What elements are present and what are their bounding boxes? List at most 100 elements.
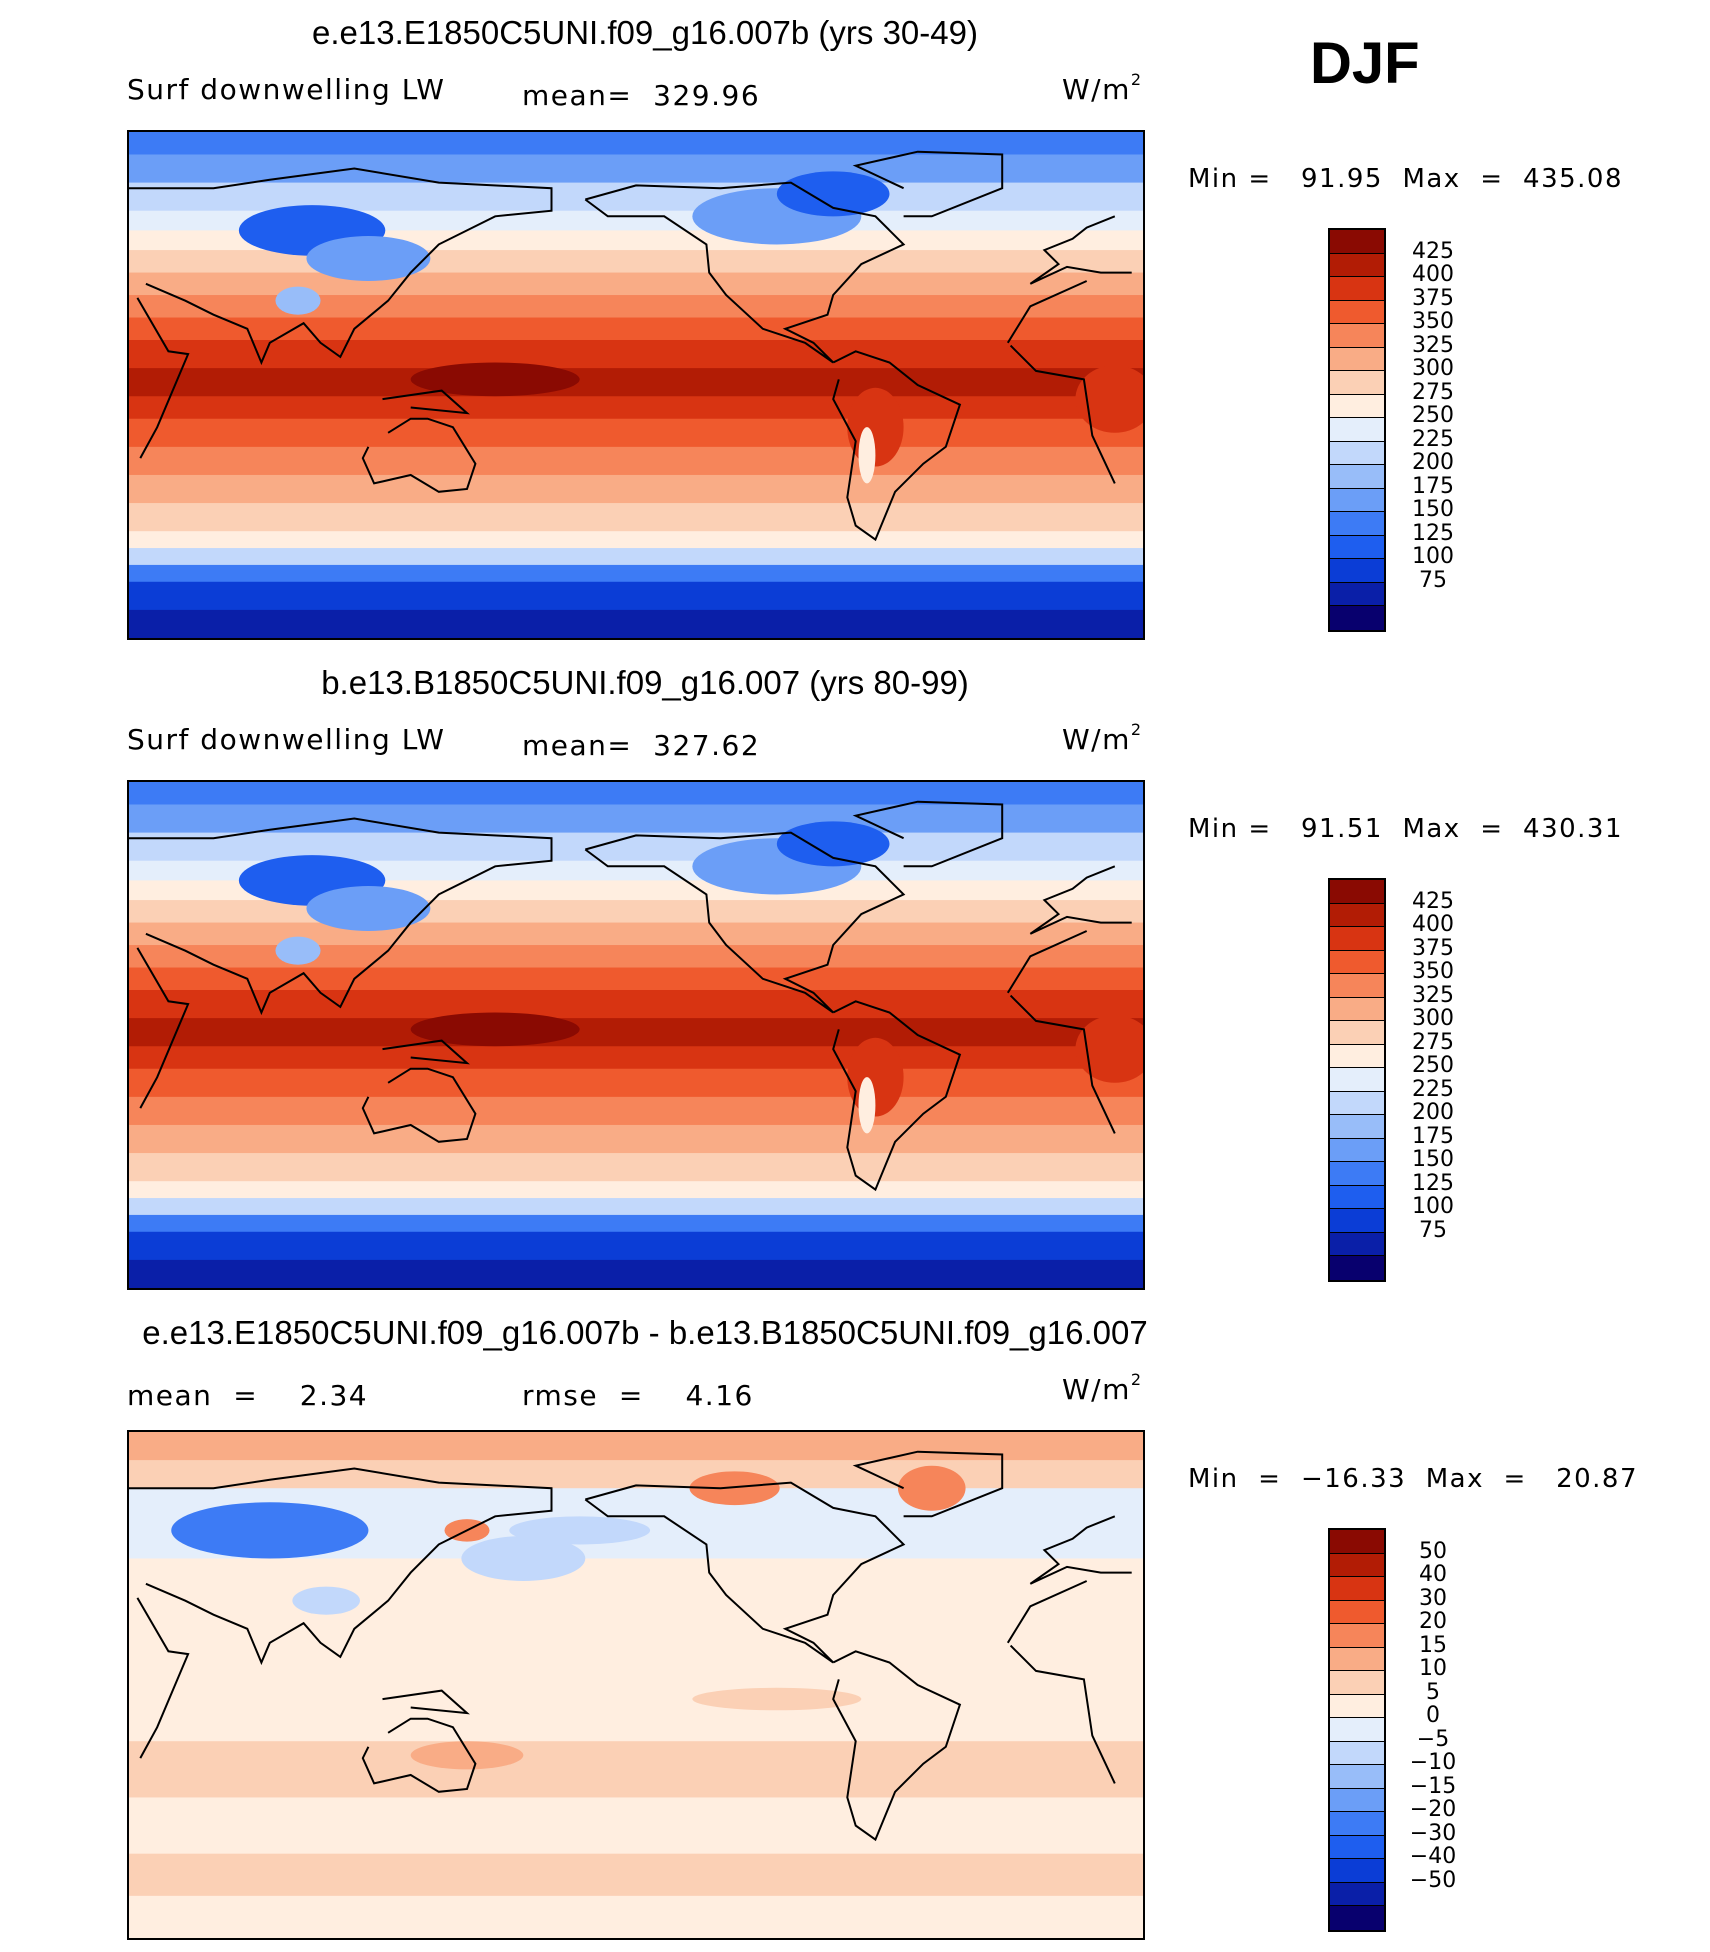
- panel-title: b.e13.B1850C5UNI.f09_g16.007 (yrs 80-99): [321, 664, 969, 701]
- contour-band: [129, 1214, 1143, 1233]
- colorbar-swatch: [1330, 512, 1384, 536]
- contour-band: [129, 317, 1143, 342]
- colorbar-swatch: [1330, 880, 1384, 904]
- contour-region: [275, 286, 321, 315]
- coastline: [852, 150, 1004, 218]
- contour-region: [306, 236, 431, 281]
- contour-band: [129, 945, 1143, 969]
- contour-band: [129, 564, 1143, 583]
- colorbar-tick-label: 225: [1412, 426, 1454, 452]
- panel-difference: e.e13.E1850C5UNI.f09_g16.007b - b.e13.B1…: [0, 1300, 1710, 1950]
- contour-region: [858, 427, 876, 484]
- colorbar-tick-label: 150: [1412, 1147, 1454, 1173]
- coastline: [584, 1481, 906, 1664]
- colorbar-swatch: [1330, 1624, 1384, 1648]
- colorbar-tick-label: 30: [1419, 1585, 1447, 1611]
- colorbar-swatch: [1330, 1185, 1384, 1210]
- colorbar-swatch: [1330, 441, 1384, 466]
- contour-band: [129, 548, 1143, 566]
- contour-band: [129, 1797, 1143, 1855]
- colorbar-tick-label: 350: [1412, 309, 1454, 335]
- coastline: [584, 831, 906, 1014]
- contour-region: [776, 171, 890, 217]
- panel-control: b.e13.B1850C5UNI.f09_g16.007 (yrs 80-99)…: [0, 650, 1710, 1300]
- contour-band: [129, 782, 1143, 806]
- contour-band: [129, 340, 1143, 370]
- colorbar-swatch: [1330, 465, 1384, 489]
- colorbar: [1328, 878, 1386, 1282]
- contour-band: [129, 396, 1143, 420]
- contour-band: [129, 368, 1143, 398]
- contour-band: [129, 250, 1143, 274]
- colorbar-tick-label: 175: [1412, 1123, 1454, 1149]
- colorbar-swatch: [1330, 950, 1384, 975]
- contour-band: [129, 1853, 1143, 1897]
- colorbar-tick-label: 125: [1412, 1170, 1454, 1196]
- coastline: [832, 1650, 962, 1842]
- coastline: [361, 1717, 477, 1793]
- colorbar-swatch: [1330, 1600, 1384, 1625]
- colorbar-tick-label: 400: [1412, 262, 1454, 288]
- coastline: [136, 280, 1116, 484]
- colorbar-swatch: [1330, 582, 1384, 607]
- colorbar-swatch: [1330, 1835, 1384, 1860]
- contour-map: [127, 130, 1145, 640]
- coastline: [832, 350, 962, 542]
- colorbar: [1328, 228, 1386, 632]
- colorbar-swatch: [1330, 347, 1384, 372]
- colorbar-swatch: [1330, 1741, 1384, 1766]
- colorbar-tick-label: −30: [1409, 1820, 1457, 1846]
- colorbar-swatch: [1330, 1765, 1384, 1789]
- contour-band: [129, 295, 1143, 319]
- contour-region: [509, 1516, 651, 1545]
- colorbar-swatch: [1330, 1530, 1384, 1554]
- contour-region: [776, 821, 890, 867]
- colorbar-tick-label: 150: [1412, 497, 1454, 523]
- contour-band: [129, 1460, 1143, 1490]
- contour-region: [858, 1077, 876, 1134]
- contour-band: [129, 474, 1143, 505]
- contour-band: [129, 1096, 1143, 1126]
- colorbar-swatch: [1330, 1138, 1384, 1163]
- contour-region: [461, 1536, 586, 1581]
- contour-band: [129, 503, 1143, 533]
- variable-label: Surf downwelling LW: [127, 723, 446, 756]
- mean-label: mean= 329.96: [522, 79, 761, 112]
- colorbar-tick-label: 425: [1412, 238, 1454, 264]
- contour-band: [129, 1124, 1143, 1155]
- contour-region: [410, 1741, 524, 1770]
- coastline: [852, 1450, 1004, 1518]
- contour-band: [129, 1231, 1143, 1261]
- colorbar: [1328, 1528, 1386, 1932]
- contour-region: [897, 1465, 966, 1511]
- colorbar-tick-label: 375: [1412, 935, 1454, 961]
- colorbar-swatch: [1330, 927, 1384, 951]
- colorbar-tick-label: 100: [1412, 544, 1454, 570]
- contour-region: [1075, 1015, 1143, 1083]
- contour-region: [847, 1037, 904, 1117]
- contour-band: [129, 132, 1143, 156]
- contour-band: [129, 832, 1143, 862]
- colorbar-swatch: [1330, 1718, 1384, 1742]
- units-label: W/m2: [1062, 720, 1143, 756]
- contour-band: [129, 609, 1143, 638]
- colorbar-swatch: [1330, 1859, 1384, 1883]
- colorbar-tick-label: 75: [1419, 567, 1447, 593]
- colorbar-swatch: [1330, 1232, 1384, 1257]
- colorbar-swatch: [1330, 535, 1384, 560]
- colorbar-swatch: [1330, 997, 1384, 1022]
- coastline: [361, 417, 477, 493]
- coastline: [382, 1039, 470, 1065]
- contour-region: [847, 387, 904, 467]
- colorbar-swatch: [1330, 559, 1384, 583]
- colorbar-tick-label: 375: [1412, 285, 1454, 311]
- colorbar-swatch: [1330, 230, 1384, 254]
- contour-band: [129, 1432, 1143, 1462]
- colorbar-swatch: [1330, 1209, 1384, 1233]
- colorbar-tick-label: 350: [1412, 959, 1454, 985]
- colorbar-swatch: [1330, 974, 1384, 998]
- colorbar-tick-label: 125: [1412, 520, 1454, 546]
- coastline: [382, 1689, 470, 1715]
- rmse-label: rmse = 4.16: [522, 1379, 754, 1412]
- colorbar-swatch: [1330, 253, 1384, 278]
